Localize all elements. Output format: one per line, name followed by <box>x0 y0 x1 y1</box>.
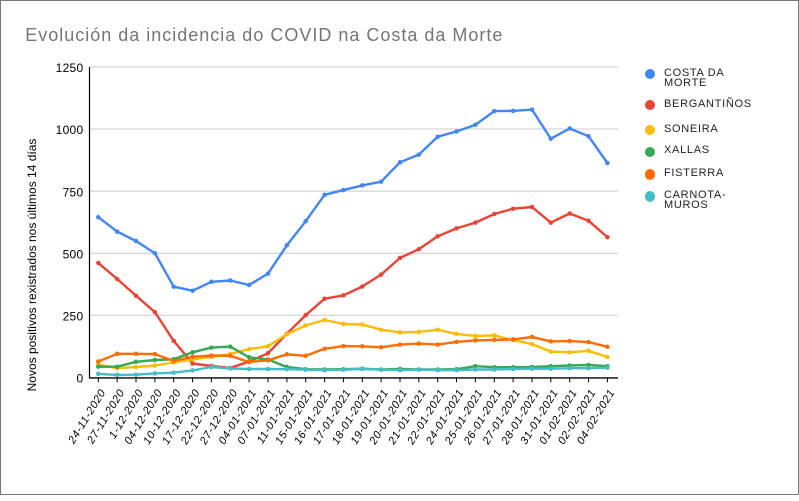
svg-text:1250: 1250 <box>56 61 84 75</box>
svg-text:750: 750 <box>63 185 84 199</box>
svg-text:0: 0 <box>77 372 84 386</box>
svg-text:1000: 1000 <box>56 123 84 137</box>
svg-text:250: 250 <box>63 310 84 324</box>
svg-text:500: 500 <box>63 247 84 261</box>
